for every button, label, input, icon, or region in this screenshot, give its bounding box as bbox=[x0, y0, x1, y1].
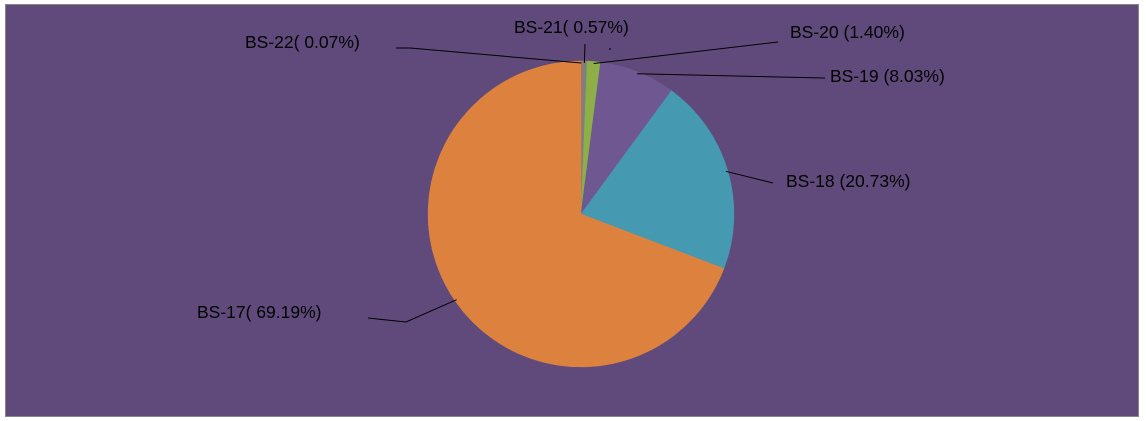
pie-slices bbox=[427, 60, 735, 368]
leader-line bbox=[396, 47, 582, 64]
leader-line bbox=[593, 41, 779, 65]
leader-line bbox=[583, 43, 586, 64]
pie-slice-bs-18-20-73 bbox=[580, 90, 735, 269]
leader-line bbox=[637, 73, 826, 79]
label-dot-marker bbox=[609, 48, 611, 50]
slice-labels: BS-22( 0.07%) BS-21( 0.57%) BS-20 (1.40%) B… bbox=[197, 17, 945, 322]
slice-data-label: BS-21( 0.57%) bbox=[514, 17, 629, 37]
slice-data-label: BS-18 (20.73%) bbox=[786, 171, 911, 191]
slice-data-label: BS-20 (1.40%) bbox=[790, 22, 905, 42]
leader-line bbox=[725, 170, 774, 184]
leader-line bbox=[367, 299, 457, 323]
leader-lines bbox=[367, 41, 826, 323]
slice-data-label: BS-22( 0.07%) bbox=[245, 32, 360, 52]
chart-frame bbox=[5, 4, 1139, 417]
slice-data-label: BS-19 (8.03%) bbox=[830, 66, 945, 86]
slice-data-label: BS-17( 69.19%) bbox=[197, 302, 322, 322]
